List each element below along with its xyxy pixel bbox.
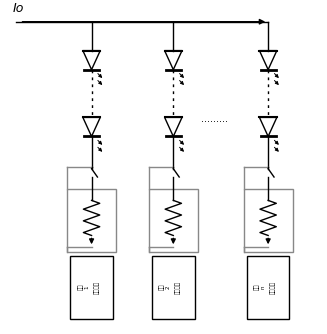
Text: 均流控制: 均流控制 [270,281,276,294]
Bar [152,256,195,319]
Text: 电源
1: 电源 1 [78,284,89,291]
Text: 均流控制: 均流控制 [175,281,181,294]
Text: .........: ......... [201,114,228,124]
Bar [70,256,113,319]
Text: 均流控制: 均流控制 [94,281,99,294]
Bar [247,256,289,319]
Bar [67,189,116,252]
Bar [244,189,293,252]
Text: 电源
n: 电源 n [254,284,266,291]
Text: 电源
2: 电源 2 [160,284,171,291]
Text: Io: Io [13,2,25,15]
Bar [149,189,198,252]
